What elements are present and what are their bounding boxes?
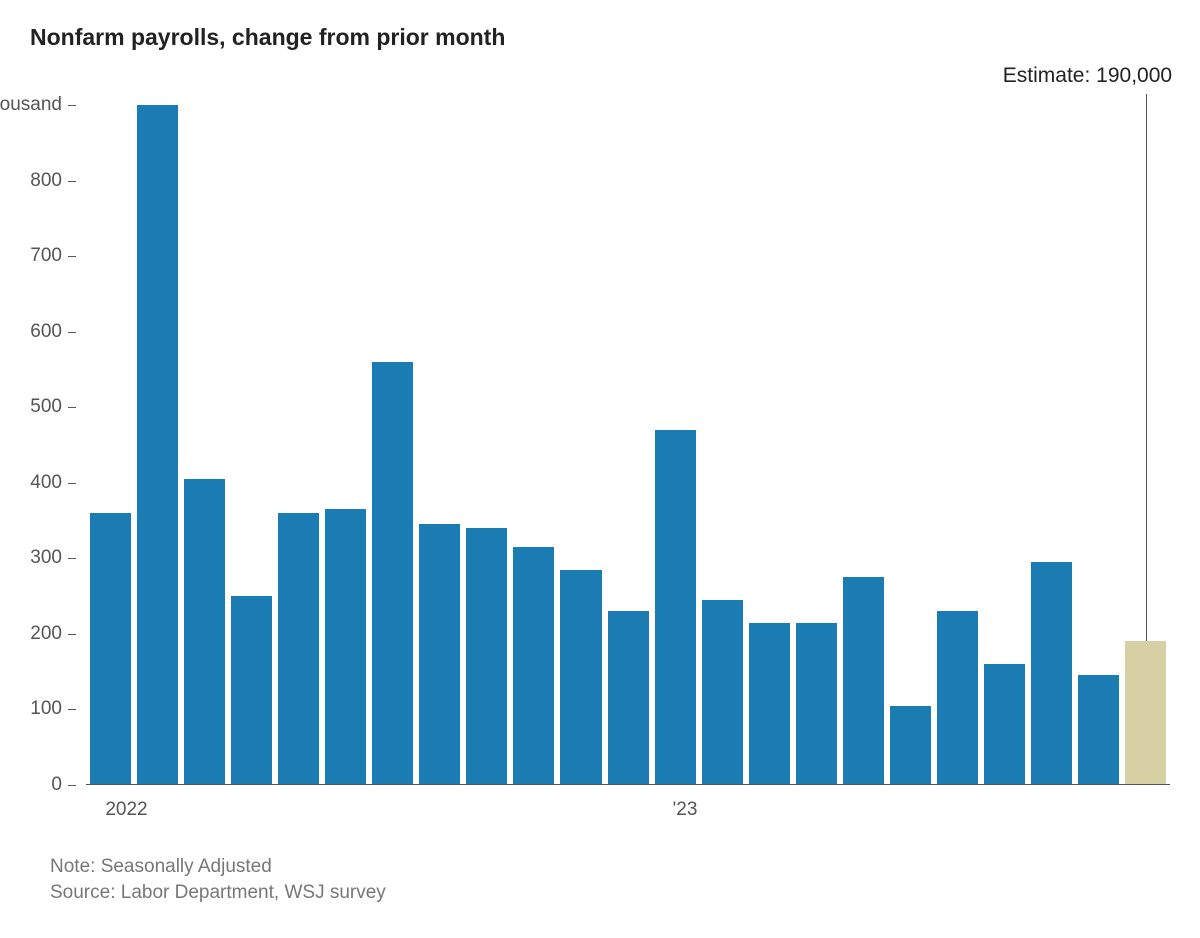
x-tick-label: '23 — [673, 799, 698, 821]
footnotes: Note: Seasonally Adjusted Source: Labor … — [50, 852, 386, 904]
y-tick-label: 600 — [30, 321, 62, 343]
bar-actual — [796, 623, 837, 785]
y-tick-label: 100 — [30, 698, 62, 720]
bar-actual — [90, 513, 131, 785]
y-tick-label: 500 — [30, 396, 62, 418]
x-axis: 2022 '23 — [86, 799, 1170, 829]
y-tick-label: 900 thousand — [0, 94, 62, 116]
bar-actual — [1078, 675, 1119, 785]
bar-actual — [560, 570, 601, 785]
bar-actual — [278, 513, 319, 785]
plot-area: 0100200300400500600700800900 thousand 20… — [76, 105, 1170, 785]
chart-title: Nonfarm payrolls, change from prior mont… — [30, 24, 1170, 51]
bars-region — [86, 105, 1170, 785]
bar-actual — [843, 577, 884, 785]
bar-actual — [513, 547, 554, 785]
y-tick-mark — [68, 634, 76, 635]
y-tick-label: 300 — [30, 547, 62, 569]
source-line: Source: Labor Department, WSJ survey — [50, 882, 386, 904]
bar-actual — [372, 362, 413, 785]
bar-actual — [984, 664, 1025, 785]
bar-actual — [231, 596, 272, 785]
bar-actual — [655, 430, 696, 785]
y-tick-label: 200 — [30, 623, 62, 645]
bar-actual — [419, 524, 460, 785]
y-tick-label: 0 — [51, 774, 62, 796]
y-tick-label: 800 — [30, 170, 62, 192]
bar-actual — [325, 509, 366, 785]
bar-actual — [890, 706, 931, 785]
y-tick-mark — [68, 256, 76, 257]
x-baseline — [86, 784, 1170, 785]
bar-estimate — [1125, 641, 1166, 785]
bar-actual — [1031, 562, 1072, 785]
bar-actual — [608, 611, 649, 785]
y-tick-mark — [68, 105, 76, 106]
bar-actual — [184, 479, 225, 785]
y-tick-mark — [68, 407, 76, 408]
bar-actual — [466, 528, 507, 785]
y-tick-mark — [68, 709, 76, 710]
estimate-rule — [1146, 94, 1147, 641]
y-tick-label: 700 — [30, 245, 62, 267]
y-tick-mark — [68, 785, 76, 786]
y-tick-mark — [68, 332, 76, 333]
bar-actual — [937, 611, 978, 785]
y-tick-mark — [68, 181, 76, 182]
x-tick-label: 2022 — [105, 799, 147, 821]
note-line: Note: Seasonally Adjusted — [50, 856, 386, 878]
bars — [86, 105, 1170, 785]
y-tick-label: 400 — [30, 472, 62, 494]
estimate-label: Estimate: 190,000 — [1003, 64, 1172, 88]
bar-actual — [702, 600, 743, 785]
y-tick-mark — [68, 483, 76, 484]
bar-actual — [137, 105, 178, 785]
y-tick-mark — [68, 558, 76, 559]
bar-actual — [749, 623, 790, 785]
chart-container: Nonfarm payrolls, change from prior mont… — [0, 0, 1200, 938]
